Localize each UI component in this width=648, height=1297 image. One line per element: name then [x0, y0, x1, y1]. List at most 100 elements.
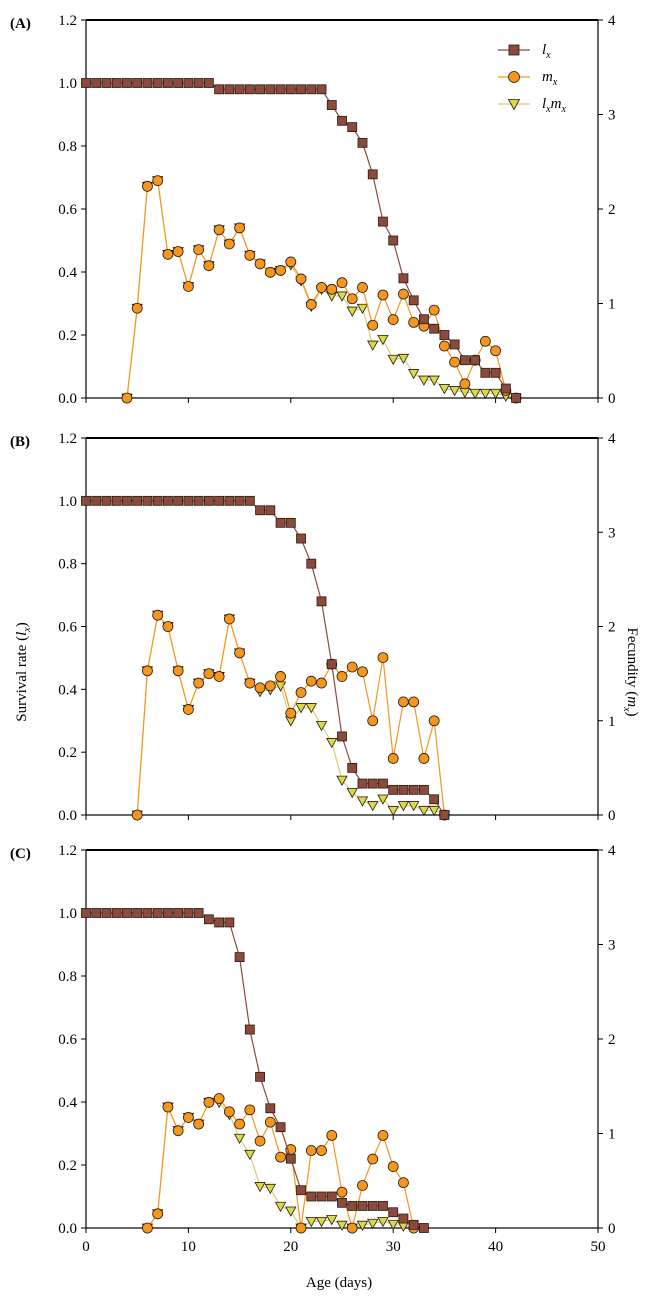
point-lx [398, 784, 409, 795]
point-lx [285, 84, 296, 95]
y-left-tick-label: 1.2 [58, 13, 77, 29]
point-mx [295, 273, 307, 285]
point-lx [470, 355, 481, 366]
y-left-tick-label: 0.6 [58, 620, 77, 636]
y-right-tick-label: 1 [608, 297, 616, 313]
y-left-tick-label: 0.2 [58, 745, 77, 761]
point-mx [203, 1096, 215, 1108]
point-lx [265, 505, 276, 516]
point-mx [428, 715, 440, 727]
point-mx [162, 621, 174, 632]
point-lx [306, 84, 317, 95]
y-left-tick-label: 0.8 [58, 139, 77, 155]
point-lxmx [244, 1149, 256, 1161]
point-lx [275, 1122, 286, 1133]
point-lx [214, 84, 225, 95]
y-left-tick-label: 0.4 [58, 265, 77, 281]
point-lx [357, 137, 368, 148]
x-tick-label: 30 [386, 1239, 401, 1255]
point-mx [398, 696, 409, 708]
y-left-tick-label: 0.0 [58, 391, 77, 407]
point-lxmx [479, 388, 492, 400]
point-lx [224, 495, 235, 506]
point-lxmx [489, 388, 502, 400]
point-lx [132, 908, 143, 918]
y-right-tick-label: 1 [608, 1127, 616, 1143]
point-mx [244, 677, 256, 689]
point-lx [234, 84, 245, 95]
point-mx [142, 665, 153, 677]
x-tick-label: 40 [488, 1239, 503, 1255]
point-mx [223, 1106, 235, 1118]
point-lx [275, 517, 286, 528]
point-lx [122, 78, 132, 88]
point-lxmx [305, 1216, 317, 1228]
point-lx [173, 78, 184, 88]
point-mx [336, 1186, 348, 1198]
point-lxmx [367, 1218, 379, 1230]
point-mx [408, 316, 420, 328]
point-lx [234, 495, 245, 506]
y-right-tick-label: 0 [608, 808, 616, 824]
point-lxmx [326, 1215, 338, 1226]
point-lxmx [264, 1183, 276, 1195]
point-mx [336, 671, 348, 682]
point-mx [316, 677, 327, 689]
point-lx [326, 659, 337, 670]
point-lxmx [387, 1219, 399, 1231]
point-lx [122, 908, 132, 918]
point-lx [419, 1223, 429, 1233]
point-lx [316, 1191, 327, 1202]
point-lx [111, 908, 122, 918]
point-lxmx [305, 703, 317, 714]
point-mx [193, 1118, 205, 1130]
point-mx [234, 1118, 246, 1130]
point-lxmx [356, 796, 369, 807]
point-mx [172, 665, 184, 677]
point-mx [162, 248, 174, 260]
point-lx [255, 505, 265, 516]
point-lxmx [336, 1220, 348, 1231]
point-mx [131, 302, 143, 314]
point-mx [346, 1222, 358, 1234]
point-lx [193, 495, 204, 506]
point-lx [459, 355, 470, 366]
point-lxmx [418, 805, 430, 817]
point-lx [142, 495, 153, 506]
point-mx [459, 378, 471, 390]
point-lx [347, 1201, 358, 1211]
point-mx [203, 668, 215, 680]
point-lx [367, 778, 378, 789]
y-left-tick-label: 0.6 [58, 1032, 77, 1048]
point-lx [132, 78, 143, 88]
point-mx [377, 289, 389, 301]
point-lx [193, 78, 204, 88]
point-lx [111, 78, 122, 88]
point-mx [203, 260, 215, 272]
y-left-tick-label: 0.4 [58, 682, 77, 698]
point-mx [479, 335, 491, 347]
point-lx [173, 495, 184, 506]
point-lxmx [346, 787, 358, 799]
point-lx [163, 495, 173, 506]
point-lxmx [397, 801, 410, 812]
y-left-tick-label: 1.2 [58, 431, 77, 447]
y-left-tick-label: 0.0 [58, 1221, 77, 1237]
y-left-tick-label: 0.2 [58, 328, 77, 344]
point-lx [265, 1103, 276, 1114]
point-mx [213, 224, 225, 236]
point-mx [377, 652, 389, 664]
y-left-tick-label: 1.0 [58, 494, 77, 510]
point-mx [131, 809, 143, 821]
point-mx [152, 175, 164, 187]
y-right-tick-label: 3 [608, 938, 616, 954]
point-lx [183, 78, 194, 88]
point-mx [182, 704, 194, 715]
y-right-tick-label: 4 [608, 431, 616, 447]
point-lx [265, 84, 276, 95]
legend-label-mx: mx [542, 69, 558, 88]
y-axis-right-label: Fecundity (mx) [621, 627, 640, 716]
y-left-tick-label: 0.0 [58, 808, 77, 824]
y-right-tick-label: 1 [608, 714, 616, 730]
series-line-lx [86, 500, 445, 816]
